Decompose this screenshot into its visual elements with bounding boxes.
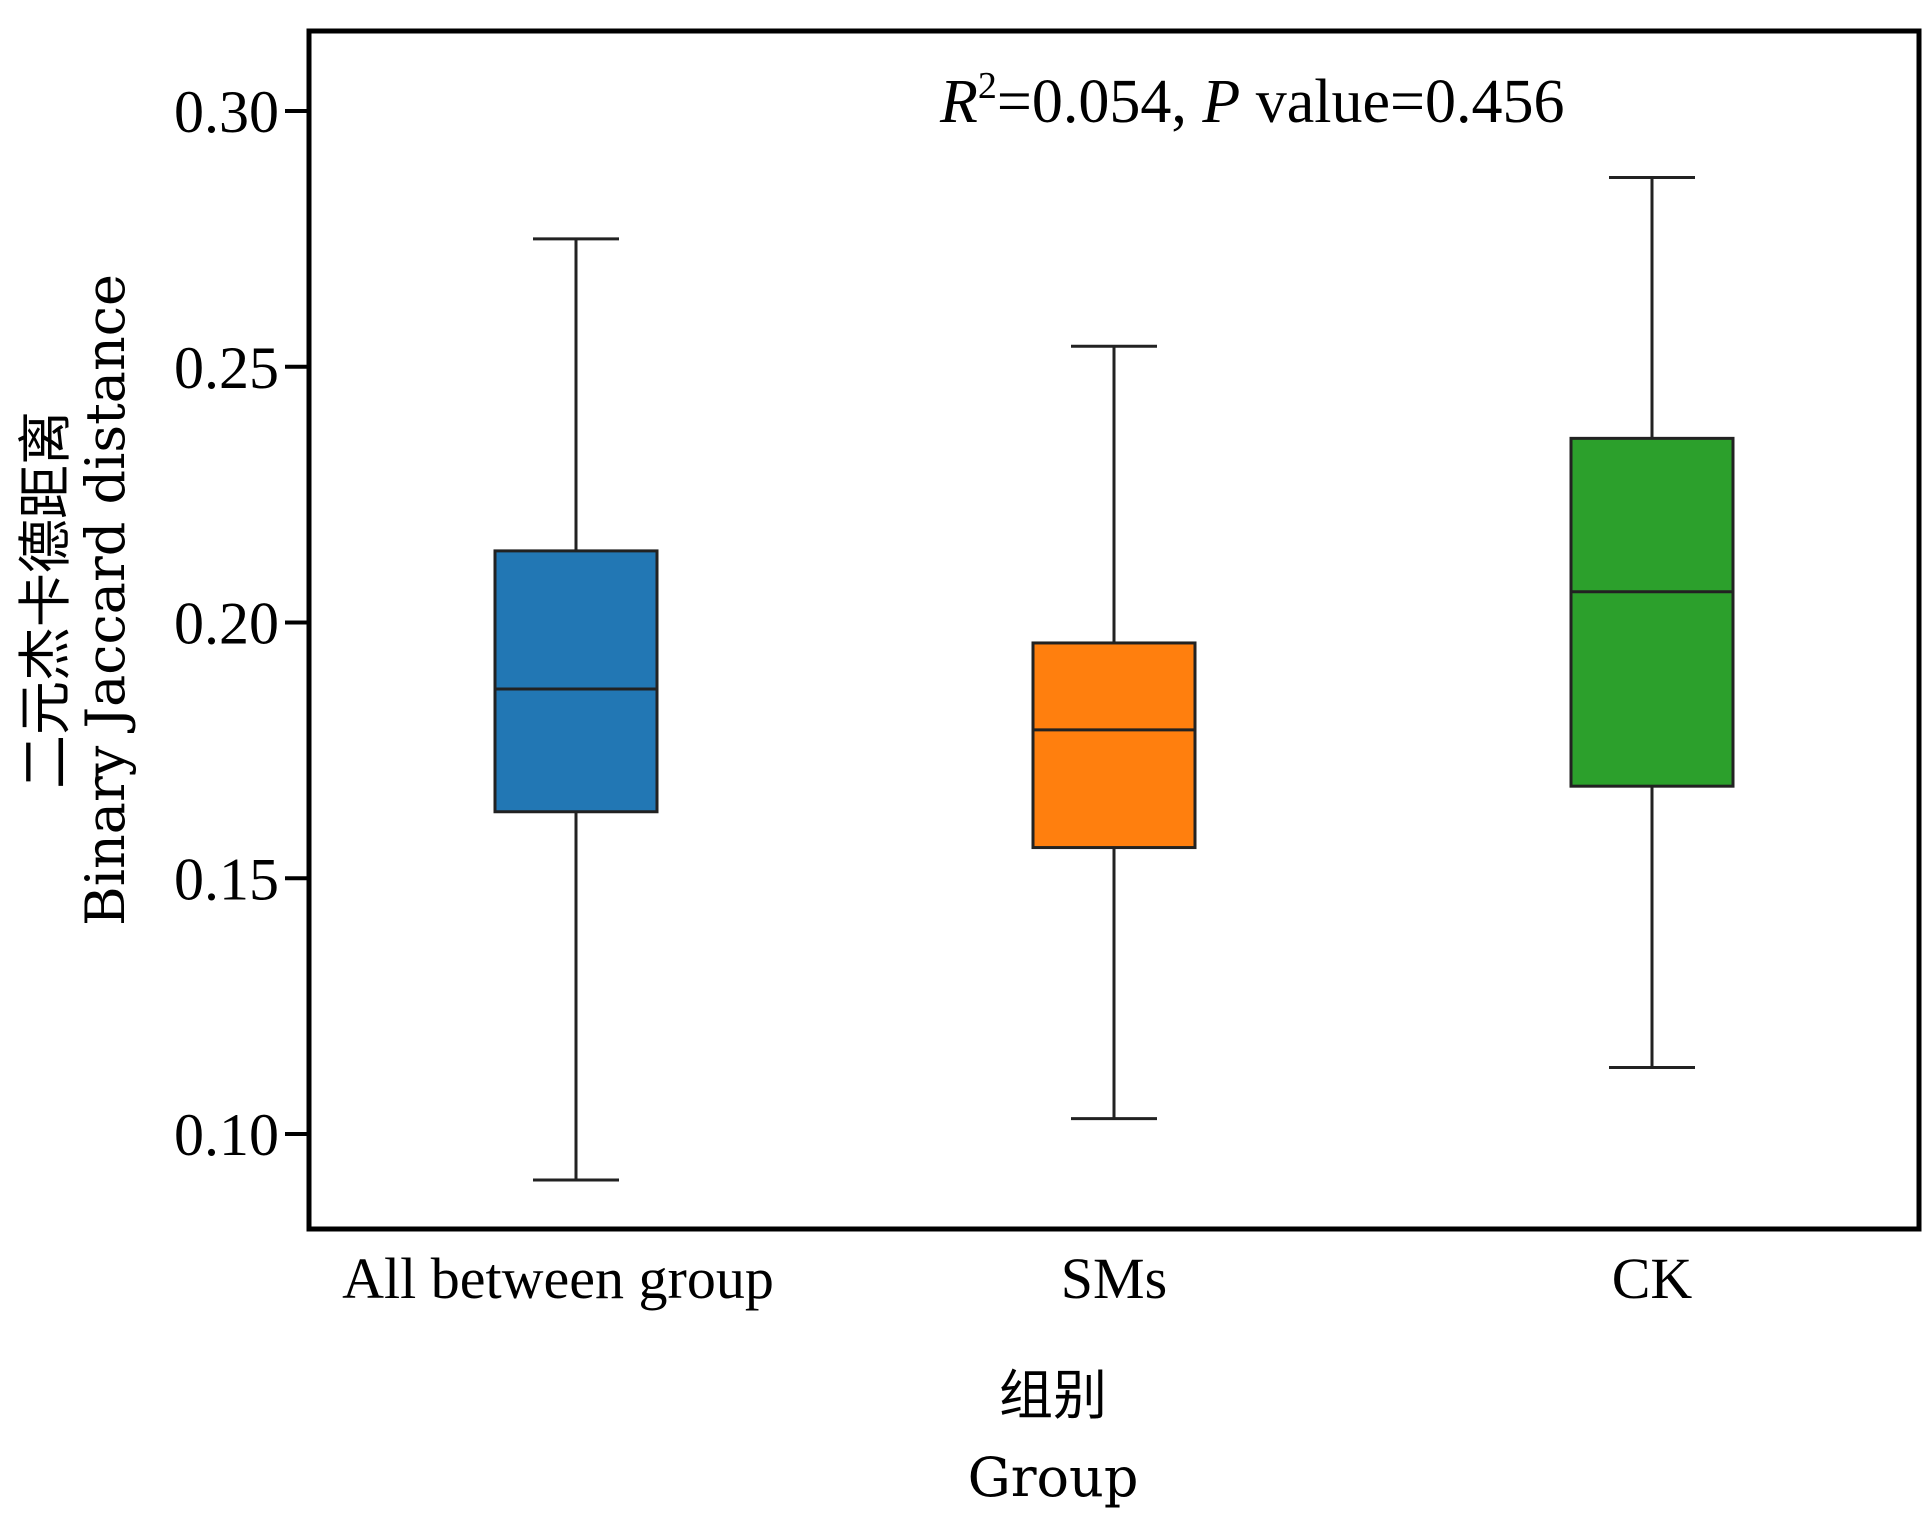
box-group [1569,175,1735,1070]
p-symbol: P [1201,68,1240,136]
y-axis: 0.10 0.15 0.20 0.25 0.30 [174,79,309,1168]
y-tick-label: 0.15 [174,846,279,912]
iqr-box [493,549,659,814]
r2-value: =0.054, [997,68,1202,136]
iqr-box [1031,641,1197,850]
x-axis-title-cn: 组别 [999,1364,1107,1427]
y-axis-title-cn: 二元杰卡德距离 [14,411,77,789]
x-axis-categories: All between group SMs CK [342,1246,1692,1311]
y-tick-label: 0.10 [174,1102,279,1168]
box-series [493,175,1735,1182]
x-category-label: All between group [342,1246,774,1311]
y-tick-label: 0.25 [174,335,279,401]
iqr-box [1569,436,1735,788]
r2-superscript: 2 [978,65,997,107]
box-group [1031,344,1197,1121]
x-axis-title-en: Group [968,1446,1139,1509]
r2-symbol: R [939,68,978,136]
x-category-label: SMs [1061,1246,1167,1311]
stat-annotation: R2=0.054, P value=0.456 [939,65,1564,136]
box-group [493,237,659,1182]
y-tick-label: 0.30 [174,79,279,145]
p-value: value=0.456 [1240,68,1564,136]
plot-frame [306,28,1922,1232]
y-axis-title-en: Binary Jaccard distance [74,274,137,926]
x-category-label: CK [1612,1246,1693,1311]
y-tick-label: 0.20 [174,591,279,657]
